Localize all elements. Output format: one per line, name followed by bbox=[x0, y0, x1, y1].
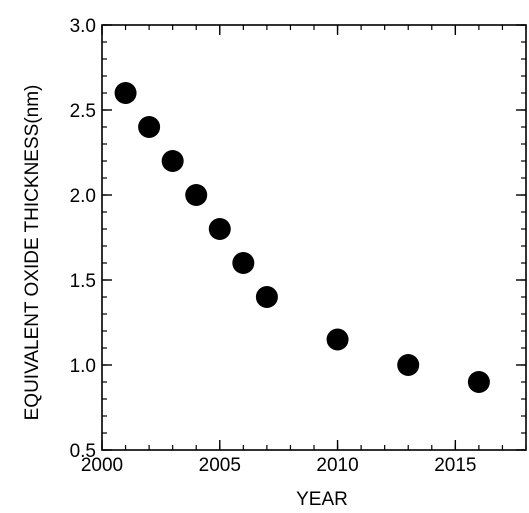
x-tick-labels: 2000 2005 2010 2015 bbox=[81, 455, 477, 476]
x-axis-title: YEAR bbox=[296, 489, 348, 510]
data-point bbox=[467, 371, 490, 393]
data-point bbox=[255, 286, 278, 308]
major-ticks bbox=[101, 24, 526, 451]
y-tick-label: 1.0 bbox=[70, 356, 96, 377]
x-tick-label: 2010 bbox=[316, 455, 358, 476]
x-tick-label: 2000 bbox=[81, 455, 123, 476]
data-point bbox=[397, 354, 420, 376]
x-tick-label: 2005 bbox=[199, 455, 241, 476]
plot-frame bbox=[101, 24, 527, 451]
y-tick-label: 2.5 bbox=[70, 101, 96, 122]
minor-ticks bbox=[101, 24, 527, 451]
y-tick-label: 2.0 bbox=[70, 186, 96, 207]
y-tick-labels: 0.5 1.0 1.5 2.0 2.5 3.0 bbox=[70, 16, 96, 462]
y-tick-label: 0.5 bbox=[70, 441, 96, 462]
data-point bbox=[185, 184, 208, 206]
y-axis-title: EQUIVALENT OXIDE THICKNESS(nm) bbox=[22, 85, 43, 421]
y-tick-label: 3.0 bbox=[70, 16, 96, 37]
x-tick-label: 2015 bbox=[434, 455, 476, 476]
data-points bbox=[114, 82, 490, 393]
data-point bbox=[232, 252, 255, 274]
data-point bbox=[161, 150, 184, 172]
y-tick-label: 1.5 bbox=[70, 271, 96, 292]
data-point bbox=[138, 116, 161, 138]
data-point bbox=[326, 328, 349, 351]
data-point bbox=[208, 218, 231, 240]
data-point bbox=[114, 82, 137, 104]
